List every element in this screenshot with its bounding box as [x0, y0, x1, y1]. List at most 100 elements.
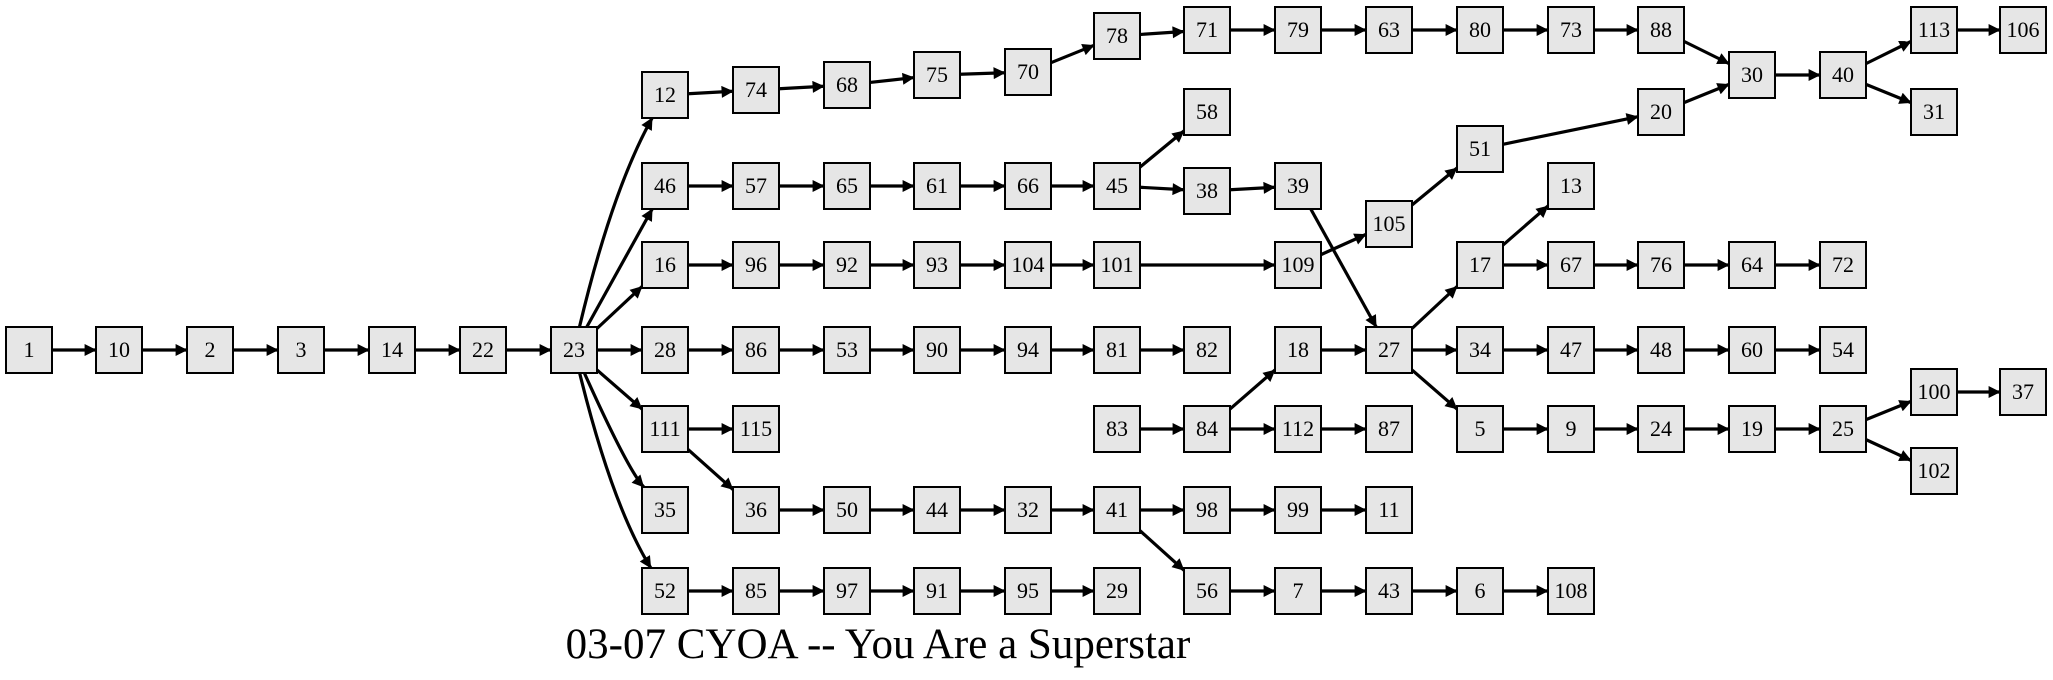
node-label: 70	[1017, 59, 1039, 84]
edge-45-to-38	[1139, 183, 1185, 196]
node-82: 82	[1183, 326, 1231, 374]
node-label: 24	[1650, 416, 1672, 441]
node-37: 37	[1999, 368, 2047, 416]
node-label: 79	[1287, 17, 1309, 42]
node-label: 18	[1287, 337, 1309, 362]
node-label: 104	[1012, 252, 1045, 277]
edge-51-to-20	[1502, 113, 1639, 146]
node-50: 50	[823, 486, 871, 534]
node-71: 71	[1183, 6, 1231, 54]
node-95: 95	[1004, 567, 1052, 615]
node-box	[95, 326, 143, 374]
node-label: 75	[926, 62, 948, 87]
node-100: 100	[1910, 368, 1958, 416]
node-label: 34	[1469, 337, 1491, 362]
node-box	[732, 405, 780, 453]
node-label: 45	[1106, 173, 1128, 198]
node-box	[1183, 405, 1231, 453]
node-19: 19	[1728, 405, 1776, 453]
node-label: 85	[745, 578, 767, 603]
node-28: 28	[641, 326, 689, 374]
node-box	[1456, 241, 1504, 289]
node-60: 60	[1728, 326, 1776, 374]
node-box	[1274, 405, 1322, 453]
node-box	[823, 326, 871, 374]
edge-74-to-68	[778, 80, 825, 93]
node-46: 46	[641, 162, 689, 210]
node-box	[1819, 326, 1867, 374]
node-10: 10	[95, 326, 143, 374]
node-box	[1093, 567, 1141, 615]
node-label: 20	[1650, 99, 1672, 124]
node-67: 67	[1547, 241, 1595, 289]
node-36: 36	[732, 486, 780, 534]
node-7: 7	[1274, 567, 1322, 615]
node-68: 68	[823, 61, 871, 109]
node-box	[732, 567, 780, 615]
node-box	[1183, 167, 1231, 215]
node-box	[1728, 241, 1776, 289]
edge-68-to-75	[869, 72, 915, 85]
node-label: 31	[1923, 99, 1945, 124]
node-box	[1637, 88, 1685, 136]
node-box	[277, 326, 325, 374]
edge-39-to-27	[1309, 208, 1378, 328]
node-76: 76	[1637, 241, 1685, 289]
node-1: 1	[5, 326, 53, 374]
node-box	[641, 567, 689, 615]
node-label: 35	[654, 497, 676, 522]
node-29: 29	[1093, 567, 1141, 615]
node-40: 40	[1819, 51, 1867, 99]
node-box	[1093, 162, 1141, 210]
node-label: 83	[1106, 416, 1128, 441]
node-86: 86	[732, 326, 780, 374]
node-box	[1183, 486, 1231, 534]
node-label: 39	[1287, 173, 1309, 198]
node-label: 88	[1650, 17, 1672, 42]
node-label: 108	[1555, 578, 1588, 603]
node-label: 2	[205, 337, 216, 362]
node-label: 68	[836, 72, 858, 97]
node-box	[186, 326, 234, 374]
node-9: 9	[1547, 405, 1595, 453]
node-63: 63	[1365, 6, 1413, 54]
node-label: 57	[745, 173, 767, 198]
node-label: 94	[1017, 337, 1039, 362]
node-label: 115	[740, 416, 772, 441]
node-23: 23	[550, 326, 598, 374]
node-74: 74	[732, 66, 780, 114]
edge-23-to-111	[595, 368, 644, 411]
node-96: 96	[732, 241, 780, 289]
node-47: 47	[1547, 326, 1595, 374]
node-58: 58	[1183, 88, 1231, 136]
node-label: 41	[1106, 497, 1128, 522]
node-87: 87	[1365, 405, 1413, 453]
node-box	[1637, 405, 1685, 453]
node-label: 14	[381, 337, 403, 362]
edge-23-to-46	[585, 208, 654, 328]
node-label: 93	[926, 252, 948, 277]
node-label: 29	[1106, 578, 1128, 603]
node-17: 17	[1456, 241, 1504, 289]
node-box	[913, 51, 961, 99]
node-43: 43	[1365, 567, 1413, 615]
node-box	[5, 326, 53, 374]
edge-27-to-17	[1410, 285, 1459, 330]
node-2: 2	[186, 326, 234, 374]
node-box	[1547, 405, 1595, 453]
node-label: 112	[1282, 416, 1314, 441]
edge-25-to-100	[1865, 399, 1912, 422]
edge-23-to-16	[595, 285, 644, 330]
node-24: 24	[1637, 405, 1685, 453]
node-104: 104	[1004, 241, 1052, 289]
node-44: 44	[913, 486, 961, 534]
edge-78-to-71	[1139, 26, 1185, 39]
node-box	[1093, 405, 1141, 453]
node-box	[1274, 567, 1322, 615]
edge-23-to-12	[577, 117, 654, 328]
node-111: 111	[641, 405, 689, 453]
node-57: 57	[732, 162, 780, 210]
node-box	[823, 486, 871, 534]
node-label: 99	[1287, 497, 1309, 522]
node-label: 100	[1918, 379, 1951, 404]
